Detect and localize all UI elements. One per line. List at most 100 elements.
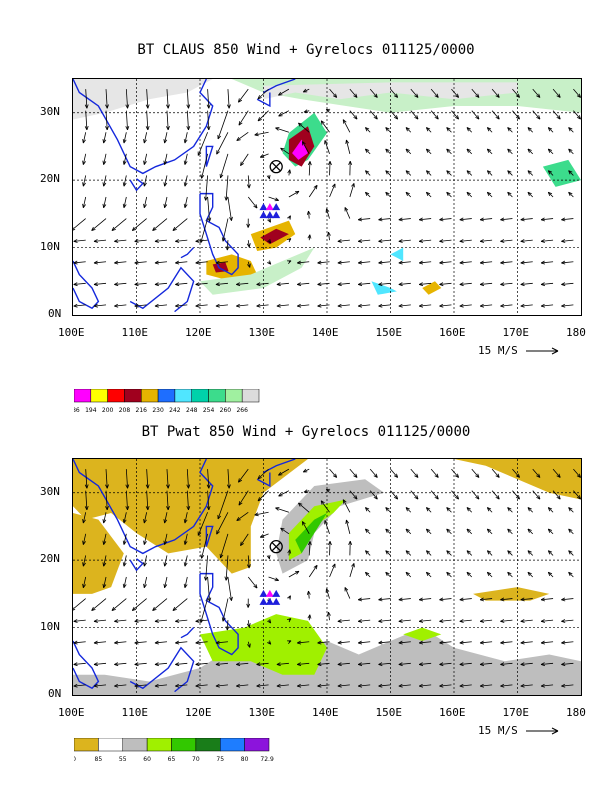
wind-vector — [568, 507, 574, 513]
wind-vector-head — [479, 260, 485, 265]
wind-vector-head — [102, 139, 107, 144]
wind-vector-head — [275, 507, 280, 511]
wind-vector-head — [105, 484, 109, 489]
panel2-reference-label: 15 M/S — [478, 724, 518, 737]
wind-vector-head — [365, 170, 370, 175]
wind-vector — [385, 571, 391, 578]
wind-vector-head — [175, 662, 180, 667]
wind-vector-head — [195, 640, 200, 645]
wind-vector-head — [215, 662, 220, 667]
wind-vector-head — [275, 127, 280, 131]
wind-vector — [358, 641, 371, 644]
wind-vector — [257, 468, 269, 480]
wind-vector — [195, 304, 208, 307]
wind-vector — [184, 512, 188, 524]
wind-vector — [466, 528, 473, 535]
wind-vector-head — [446, 507, 451, 512]
wind-vector-head — [143, 139, 147, 144]
wind-vector-head — [163, 562, 168, 567]
wind-vector — [172, 598, 188, 611]
wind-vector-head — [175, 260, 180, 265]
wind-vector — [103, 555, 107, 567]
wind-vector-head — [238, 501, 243, 506]
wind-vector — [398, 239, 411, 242]
wind-vector — [111, 218, 127, 231]
wind-vector-head — [327, 231, 331, 237]
wind-vector-head — [82, 562, 86, 567]
wind-vector — [378, 239, 391, 242]
claus-map-plot — [72, 78, 582, 316]
wind-vector-head — [114, 662, 119, 667]
wind-vector — [143, 132, 148, 144]
wind-vector — [527, 507, 534, 513]
wind-vector-head — [163, 203, 168, 209]
wind-vector-head — [175, 282, 180, 287]
wind-vector — [73, 684, 86, 687]
wind-vector-head — [439, 597, 444, 602]
wind-vector-head — [331, 183, 336, 188]
reference-arrow-icon — [526, 347, 559, 355]
wind-vector — [227, 576, 232, 601]
wind-vector-head — [114, 303, 119, 308]
wind-vector-head — [520, 640, 525, 645]
wind-vector — [125, 89, 128, 109]
wind-vector-head — [240, 161, 245, 166]
wind-vector — [500, 684, 513, 687]
wind-vector — [207, 469, 210, 489]
wind-vector-head — [527, 191, 532, 197]
wind-vector-head — [466, 148, 471, 153]
wind-vector — [512, 88, 520, 98]
wind-vector — [487, 170, 493, 176]
wind-vector — [175, 239, 188, 242]
wind-vector — [419, 619, 432, 622]
wind-vector — [439, 282, 452, 285]
colorbar-swatch — [122, 738, 148, 752]
pwat-low — [473, 587, 550, 601]
wind-vector — [446, 507, 452, 513]
coastline — [205, 525, 214, 547]
wind-vector-head — [82, 182, 86, 187]
wind-vector — [134, 662, 147, 665]
colorbar-label: 230 — [152, 407, 164, 414]
colorbar-label: 260 — [220, 407, 232, 414]
wind-vector — [507, 507, 513, 513]
wind-vector — [439, 304, 452, 307]
wind-vector-head — [479, 282, 485, 287]
wind-vector — [385, 550, 391, 556]
wind-vector-head — [446, 148, 451, 153]
coastline — [129, 558, 144, 572]
coastline — [205, 145, 214, 167]
wind-vector — [82, 576, 87, 588]
storm-marker — [272, 211, 281, 219]
wind-vector — [430, 490, 439, 500]
wind-vector-head — [280, 147, 285, 152]
colorbar-swatch — [90, 389, 108, 403]
wind-vector-head — [378, 282, 383, 287]
wind-vector — [520, 239, 533, 242]
wind-vector-head — [145, 125, 150, 131]
wind-vector-head — [203, 576, 208, 581]
wind-vector — [419, 304, 432, 307]
wind-vector — [398, 641, 411, 644]
wind-vector-head — [267, 218, 271, 223]
wind-vector — [520, 598, 533, 601]
wind-vector — [561, 619, 574, 622]
wind-vector-head — [500, 640, 505, 645]
wind-vector — [527, 528, 534, 535]
pwat-map-plot — [72, 458, 582, 696]
wind-vector — [215, 662, 228, 665]
wind-vector-head — [324, 140, 328, 145]
wind-vector — [446, 170, 452, 176]
wind-vector-head — [257, 497, 262, 502]
wind-vector-head — [195, 260, 200, 265]
wind-vector — [143, 555, 148, 567]
wind-vector-head — [298, 122, 303, 127]
wind-vector — [346, 519, 351, 534]
x-tick-label: 180 — [566, 326, 586, 339]
colorbar-label: 0 — [74, 756, 76, 763]
wind-vector — [500, 619, 513, 622]
storm-marker — [265, 203, 274, 211]
wind-vector-head — [500, 239, 505, 243]
wind-vector — [123, 175, 127, 187]
wind-vector — [500, 239, 513, 242]
